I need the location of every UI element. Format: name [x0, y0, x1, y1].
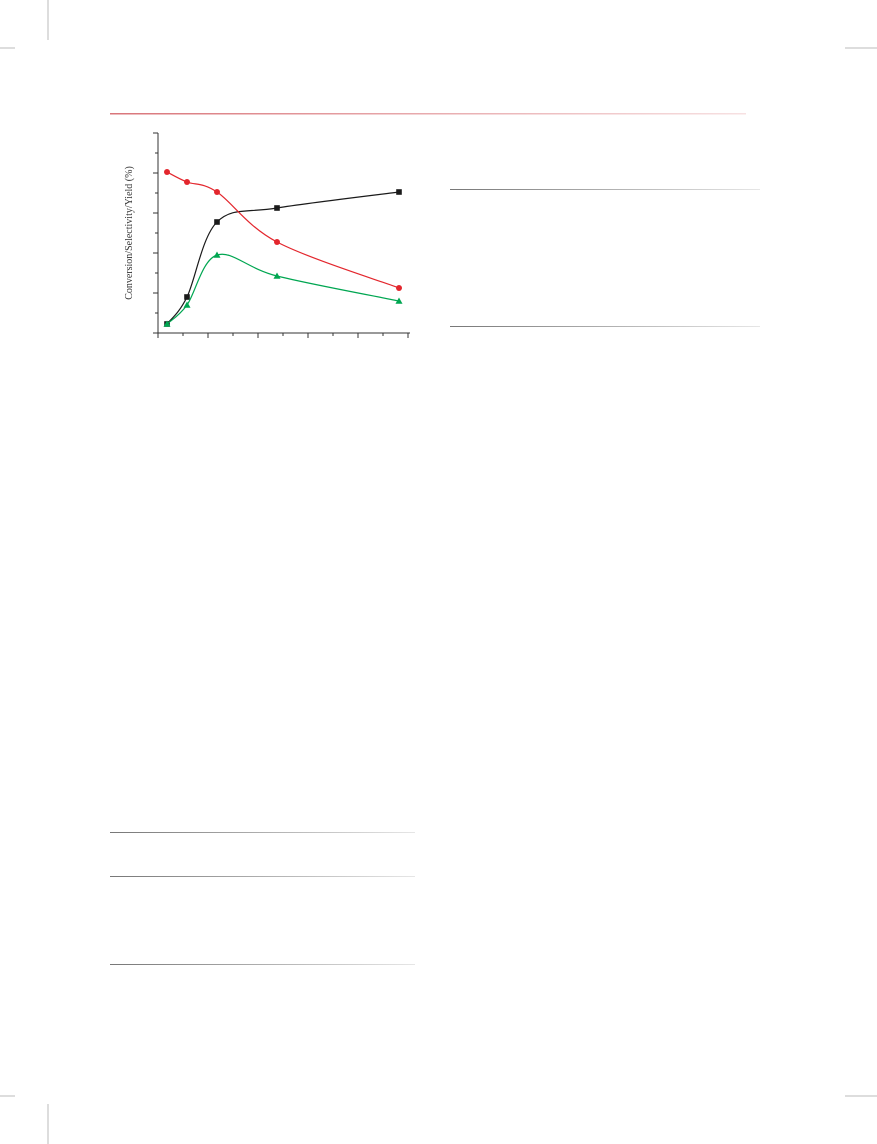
header-rule	[110, 113, 746, 115]
marker	[396, 285, 402, 291]
marker	[184, 294, 190, 300]
marker	[274, 239, 280, 245]
rules	[110, 189, 760, 965]
y-axis-label: Conversion/Selectivity/Yield (%)	[124, 166, 135, 300]
marker	[214, 219, 220, 225]
marker	[273, 272, 281, 279]
fit-curve	[166, 253, 400, 325]
marker	[163, 320, 171, 327]
marker	[213, 251, 221, 258]
marker	[396, 189, 402, 195]
marker	[183, 301, 191, 308]
marker	[164, 169, 170, 175]
marker	[395, 297, 403, 304]
fit-curve	[166, 171, 400, 289]
marker	[274, 205, 280, 211]
marker	[184, 179, 190, 185]
marker	[214, 189, 220, 195]
fit-curve	[166, 191, 400, 325]
